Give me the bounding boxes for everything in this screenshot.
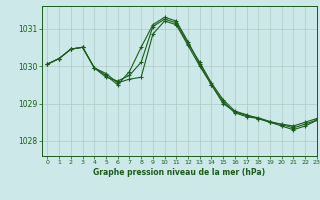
X-axis label: Graphe pression niveau de la mer (hPa): Graphe pression niveau de la mer (hPa) <box>93 168 265 177</box>
